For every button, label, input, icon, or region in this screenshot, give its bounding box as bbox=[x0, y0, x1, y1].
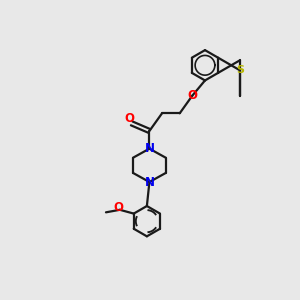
Text: O: O bbox=[124, 112, 134, 125]
Text: S: S bbox=[236, 65, 244, 75]
Text: O: O bbox=[113, 201, 123, 214]
Text: N: N bbox=[144, 142, 154, 155]
Text: O: O bbox=[188, 89, 197, 102]
Text: N: N bbox=[144, 176, 154, 188]
